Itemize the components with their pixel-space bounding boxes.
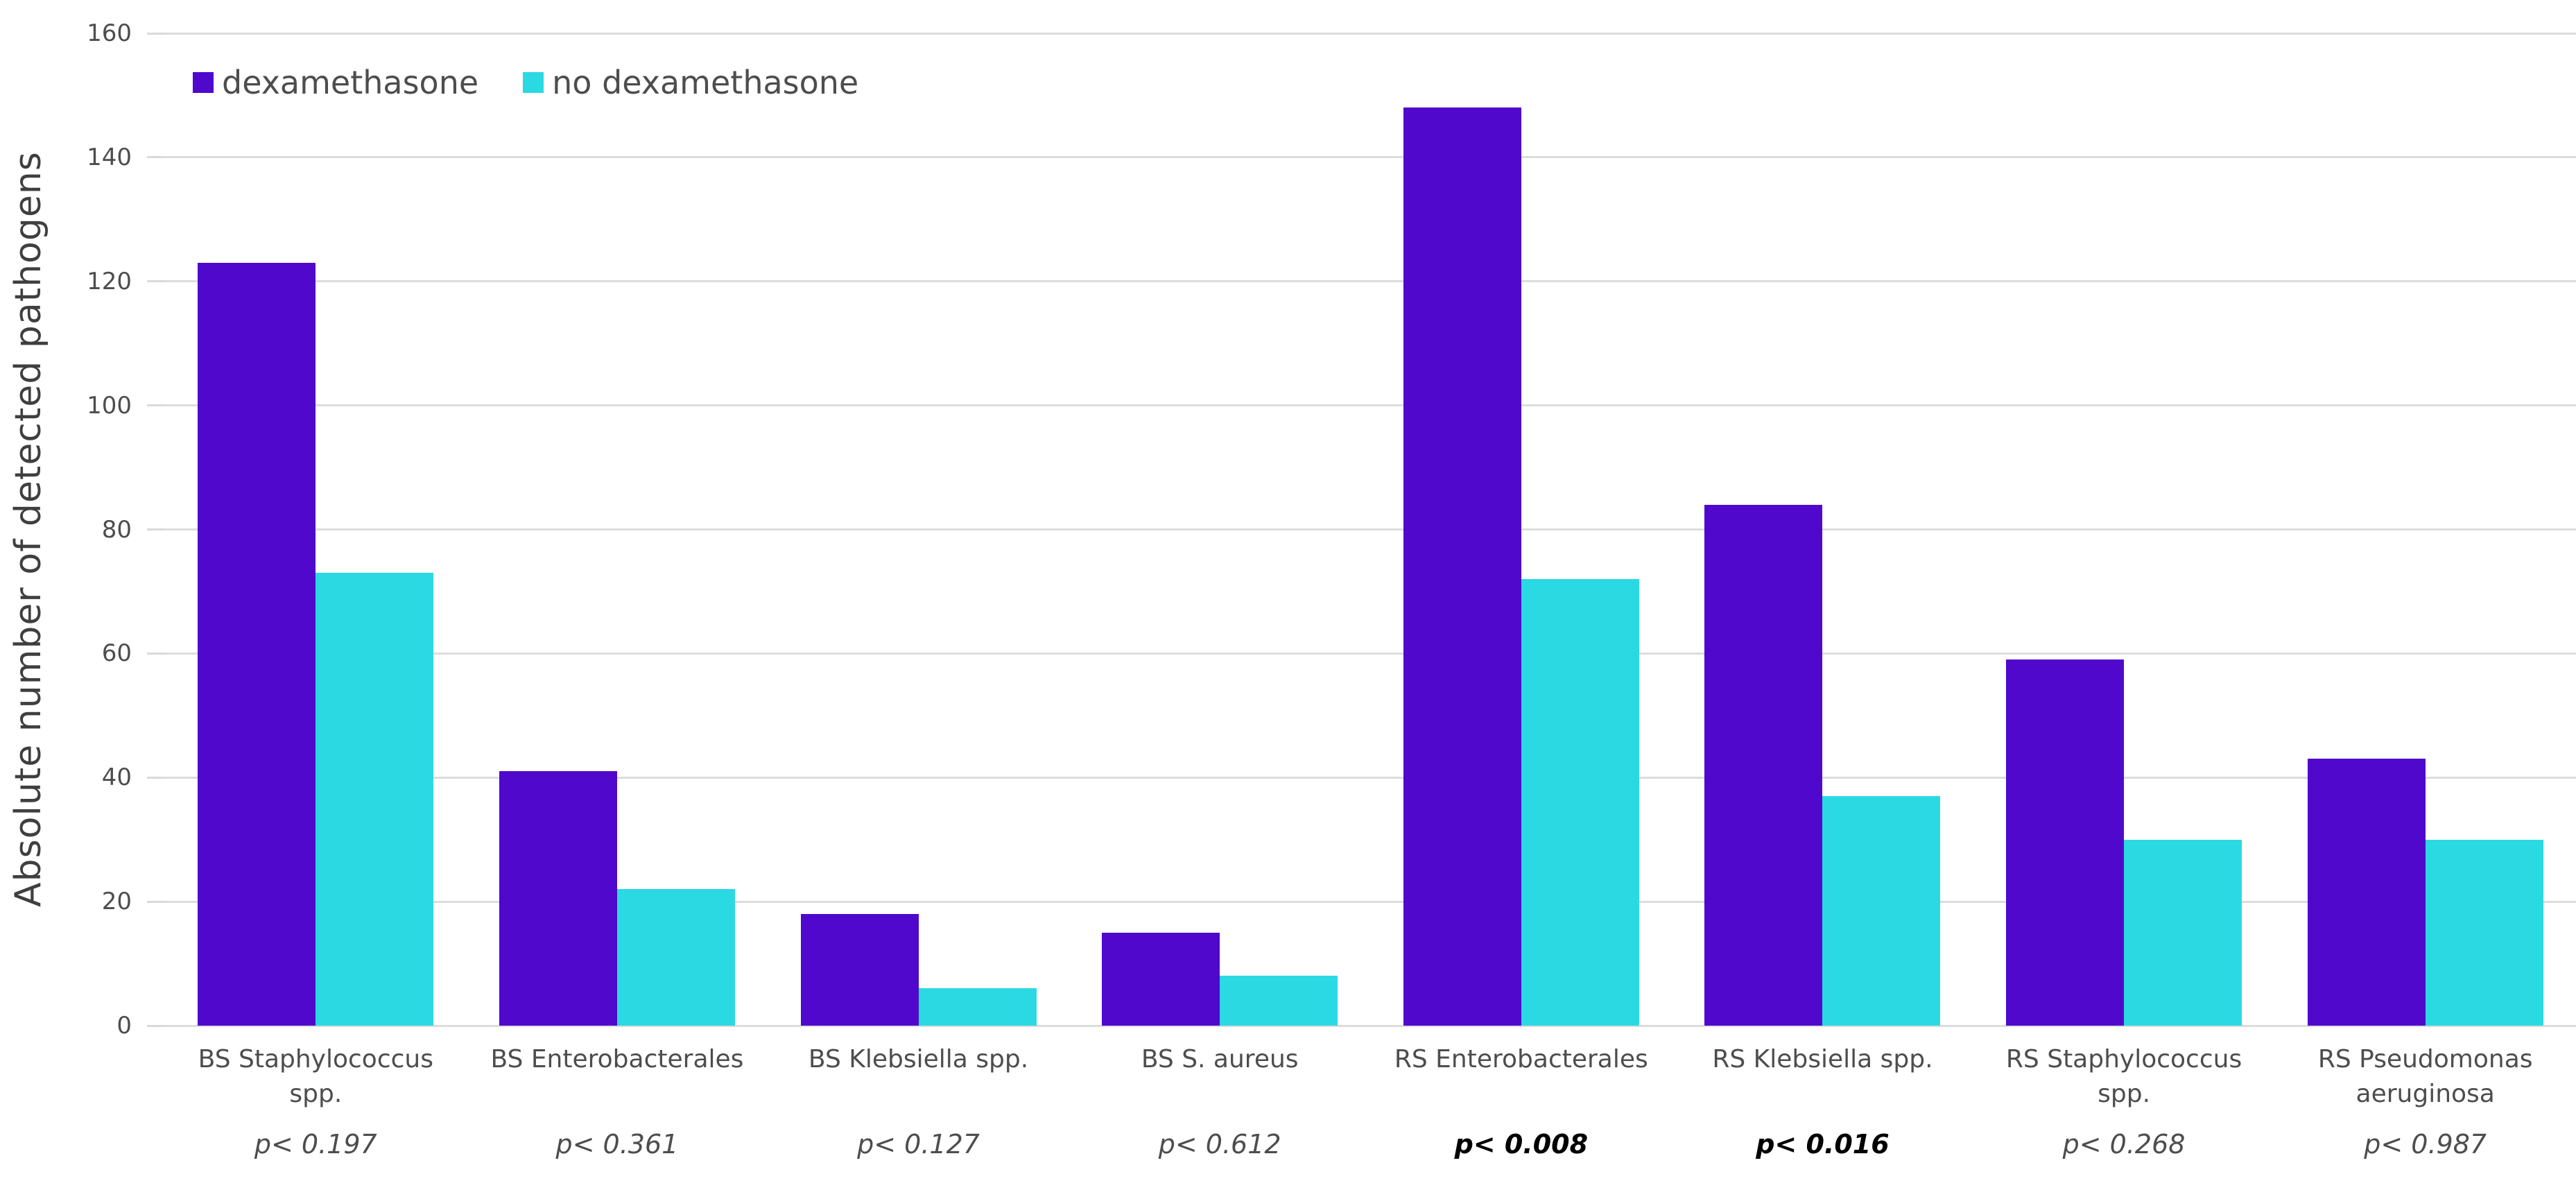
bar-group	[1069, 33, 1371, 1026]
p-value-label: p< 0.268	[2062, 1129, 2186, 1159]
bar-dexamethasone	[499, 771, 617, 1026]
gridline	[165, 528, 2576, 531]
y-tick-mark	[147, 776, 165, 779]
y-tick-mark	[147, 280, 165, 283]
bar-group	[2274, 33, 2576, 1026]
bar-no-dexamethasone	[315, 573, 434, 1026]
gridline	[165, 776, 2576, 779]
bar-group	[768, 33, 1069, 1026]
y-tick-label: 40	[101, 764, 132, 792]
y-tick-label: 140	[87, 143, 132, 171]
p-value-labels: p< 0.197 p< 0.361 p< 0.127 p< 0.612 p< 0.008…	[165, 1129, 2576, 1159]
gridline	[165, 900, 2576, 903]
bar-dexamethasone	[198, 262, 316, 1026]
gridline	[165, 404, 2576, 407]
bar-no-dexamethasone	[1220, 976, 1338, 1026]
category-label: BS S. aureus	[1141, 1045, 1299, 1073]
bar-dexamethasone	[2006, 659, 2125, 1026]
legend-item-no-dexamethasone: no dexamethasone	[523, 64, 858, 101]
legend-swatch-dexamethasone	[193, 72, 214, 93]
y-tick-mark	[147, 156, 165, 159]
p-value-label: p< 0.987	[2364, 1129, 2487, 1159]
legend-swatch-no-dexamethasone	[523, 72, 544, 93]
legend: dexamethasone no dexamethasone	[193, 64, 858, 101]
category-label: RS Staphylococcus spp.	[2005, 1045, 2242, 1108]
bar-no-dexamethasone	[918, 988, 1037, 1026]
y-tick-label: 100	[87, 391, 132, 420]
bar-dexamethasone	[800, 914, 919, 1026]
x-axis-category-labels: BS Staphylococcus spp. BS Enterobacterale…	[165, 1042, 2576, 1112]
y-tick-mark	[147, 32, 165, 35]
bar-group	[467, 33, 768, 1026]
bar-group	[1371, 33, 1672, 1026]
legend-label-dexamethasone: dexamethasone	[222, 64, 479, 101]
bar-dexamethasone	[2307, 759, 2426, 1026]
bar-dexamethasone	[1403, 107, 1521, 1026]
y-tick-label: 60	[101, 639, 132, 668]
legend-label-no-dexamethasone: no dexamethasone	[552, 64, 859, 101]
category-label: RS Klebsiella spp.	[1712, 1045, 1933, 1073]
p-value-label: p< 0.008	[1454, 1129, 1589, 1159]
p-value-label: p< 0.016	[1756, 1129, 1890, 1159]
bar-dexamethasone	[1704, 504, 1823, 1026]
category-label: RS Pseudomonas aeruginosa	[2317, 1045, 2533, 1108]
p-value-label: p< 0.612	[1158, 1129, 1281, 1159]
gridline	[165, 280, 2576, 283]
y-tick-label: 20	[101, 888, 132, 916]
p-value-label: p< 0.361	[555, 1129, 679, 1159]
category-label: RS Enterobacterales	[1394, 1045, 1648, 1073]
gridline	[165, 1024, 2576, 1027]
bar-group	[165, 33, 467, 1026]
legend-item-dexamethasone: dexamethasone	[193, 64, 478, 101]
y-tick-label: 120	[87, 267, 132, 295]
bar-groups	[165, 33, 2576, 1026]
y-tick-label: 160	[87, 19, 132, 47]
y-tick-mark	[147, 528, 165, 531]
bar-no-dexamethasone	[616, 889, 735, 1026]
bar-no-dexamethasone	[2425, 839, 2543, 1026]
y-tick-mark	[147, 1024, 165, 1027]
bar-no-dexamethasone	[2124, 839, 2242, 1026]
category-label: BS Staphylococcus spp.	[198, 1045, 433, 1108]
gridline	[165, 32, 2576, 35]
bar-group	[1973, 33, 2275, 1026]
p-value-label: p< 0.197	[254, 1129, 377, 1159]
bar-group	[1672, 33, 1973, 1026]
bar-no-dexamethasone	[1521, 579, 1639, 1026]
y-tick-label: 0	[116, 1012, 132, 1040]
category-label: BS Enterobacterales	[490, 1045, 744, 1073]
gridline	[165, 652, 2576, 655]
p-value-label: p< 0.127	[857, 1129, 980, 1159]
gridline	[165, 156, 2576, 159]
bar-no-dexamethasone	[1822, 796, 1941, 1026]
category-label: BS Klebsiella spp.	[808, 1045, 1029, 1073]
y-tick-mark	[147, 900, 165, 903]
y-tick-mark	[147, 652, 165, 655]
plot-area: dexamethasone no dexamethasone	[165, 32, 2576, 1027]
y-tick-mark	[147, 404, 165, 407]
bar-dexamethasone	[1102, 932, 1220, 1026]
y-tick-label: 80	[101, 515, 132, 544]
